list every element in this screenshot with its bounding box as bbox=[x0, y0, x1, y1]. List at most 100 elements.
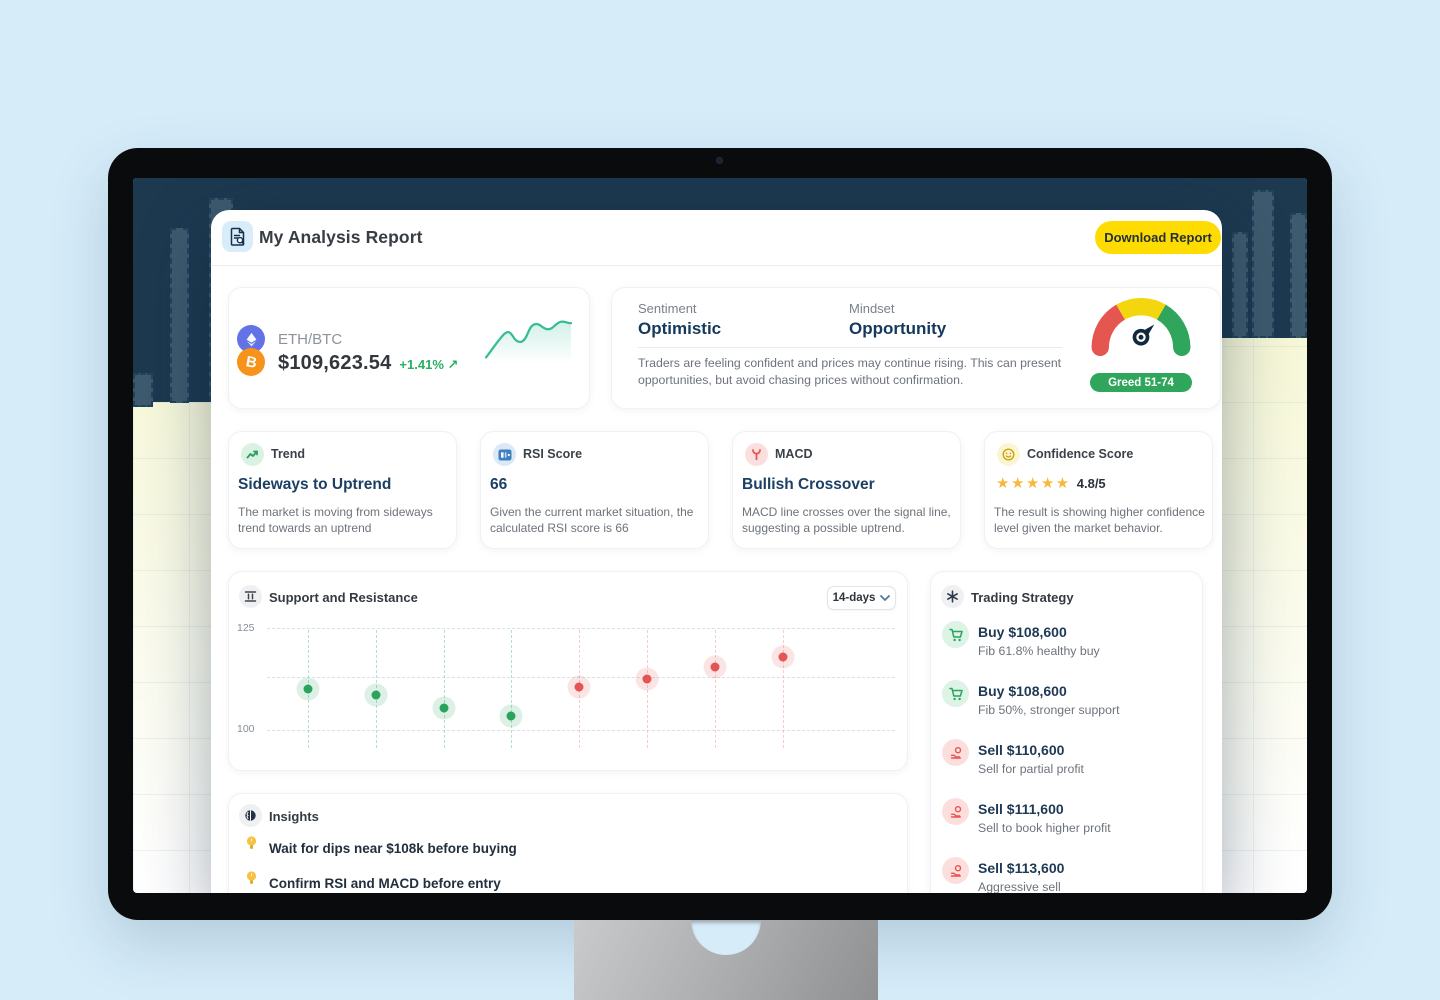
strategy-item-subtitle: Sell to book higher profit bbox=[978, 821, 1111, 835]
chart-point-support bbox=[371, 690, 381, 700]
trend-line-icon bbox=[241, 443, 264, 466]
background-bar bbox=[133, 373, 153, 407]
chart-point-support bbox=[506, 711, 516, 721]
gridline bbox=[267, 628, 895, 629]
chart-guide-line bbox=[443, 630, 445, 748]
sentiment-value: Optimistic bbox=[638, 319, 722, 338]
sell-icon bbox=[942, 798, 969, 825]
btc-icon: B bbox=[237, 348, 265, 376]
price-sparkline bbox=[484, 320, 573, 364]
download-report-button[interactable]: Download Report bbox=[1095, 221, 1221, 254]
rsi-card: RSI Score 66 Given the current market si… bbox=[480, 431, 709, 549]
y-tick-label: 100 bbox=[237, 723, 255, 735]
webcam-icon bbox=[716, 157, 723, 164]
metric-description: Given the current market situation, the … bbox=[490, 505, 694, 535]
pair-price-card: B ETH/BTC $109,623.54 +1.41% ↗ bbox=[228, 287, 590, 409]
confidence-card: Confidence Score ★★★★★ 4.8/5 The result i… bbox=[984, 431, 1213, 549]
strategy-item-title: Buy $108,600 bbox=[978, 683, 1067, 699]
chart-point-resistance bbox=[778, 652, 788, 662]
sentiment-gauge bbox=[1088, 296, 1194, 361]
sell-icon bbox=[942, 739, 969, 766]
chart-point-resistance bbox=[642, 674, 652, 684]
brain-icon bbox=[239, 804, 262, 827]
y-tick-label: 125 bbox=[237, 622, 255, 634]
page-title: My Analysis Report bbox=[259, 227, 423, 247]
smiley-icon bbox=[997, 443, 1020, 466]
report-doc-icon bbox=[222, 221, 253, 252]
monitor-stand bbox=[574, 920, 878, 1000]
support-resistance-card: Support and Resistance 14-days 125 100 bbox=[228, 571, 908, 771]
sentiment-description: Traders are feeling confident and prices… bbox=[638, 356, 1062, 387]
metric-description: MACD line crosses over the signal line, … bbox=[742, 505, 951, 535]
chart-title: Support and Resistance bbox=[269, 590, 418, 605]
modal-header: My Analysis Report Download Report bbox=[211, 210, 1222, 266]
strategy-item-title: Sell $111,600 bbox=[978, 801, 1064, 817]
chart-point-resistance bbox=[574, 682, 584, 692]
metric-label: Confidence Score bbox=[1027, 447, 1134, 461]
confidence-score: 4.8/5 bbox=[1076, 475, 1106, 491]
strategy-item-title: Buy $108,600 bbox=[978, 624, 1067, 640]
sentiment-label: Sentiment bbox=[638, 301, 697, 316]
mindset-value: Opportunity bbox=[849, 319, 947, 338]
sell-icon bbox=[942, 857, 969, 884]
chevron-down-icon bbox=[880, 595, 891, 601]
analysis-report-modal: My Analysis Report Download Report B ETH… bbox=[211, 210, 1222, 893]
trading-strategy-card: Trading Strategy Buy $108,600 Fib 61.8% … bbox=[930, 571, 1203, 893]
lightbulb-icon bbox=[246, 871, 257, 884]
cart-icon bbox=[942, 621, 969, 648]
metric-value: Sideways to Uptrend bbox=[238, 476, 392, 493]
greed-badge: Greed 51-74 bbox=[1090, 373, 1192, 392]
strategy-item-title: Sell $113,600 bbox=[978, 860, 1065, 876]
star-rating-icons: ★★★★★ bbox=[996, 475, 1071, 492]
price-value: $109,623.54 bbox=[278, 352, 392, 374]
metric-value: 66 bbox=[490, 476, 508, 493]
strategy-item-subtitle: Fib 50%, stronger support bbox=[978, 703, 1120, 717]
chart-point-support bbox=[439, 703, 449, 713]
monitor-frame: My Analysis Report Download Report B ETH… bbox=[108, 148, 1332, 920]
strategy-icon bbox=[941, 585, 964, 608]
stand-notch bbox=[691, 920, 761, 955]
trend-card: Trend Sideways to Uptrend The market is … bbox=[228, 431, 457, 549]
strategy-item-title: Sell $110,600 bbox=[978, 742, 1065, 758]
background-bar bbox=[170, 228, 189, 403]
background-bar bbox=[1232, 232, 1248, 338]
divider bbox=[638, 347, 1062, 348]
macd-card: MACD Bullish Crossover MACD line crosses… bbox=[732, 431, 961, 549]
desktop-screen: My Analysis Report Download Report B ETH… bbox=[133, 178, 1307, 893]
cart-icon bbox=[942, 680, 969, 707]
metric-description: The market is moving from sideways trend… bbox=[238, 505, 433, 535]
lightbulb-icon bbox=[246, 836, 257, 849]
chart-guide-line bbox=[375, 630, 377, 748]
insights-card: Insights Wait for dips near $108k before… bbox=[228, 793, 908, 893]
background-bar bbox=[1290, 213, 1307, 338]
insights-title: Insights bbox=[269, 809, 319, 824]
chart-guide-line bbox=[714, 630, 716, 748]
background-bar bbox=[1252, 190, 1274, 338]
chart-guide-line bbox=[647, 630, 648, 748]
metric-description: The result is showing higher confidence … bbox=[994, 505, 1205, 535]
insight-item: Wait for dips near $108k before buying bbox=[269, 841, 517, 856]
metric-label: MACD bbox=[775, 447, 813, 461]
metric-label: Trend bbox=[271, 447, 306, 461]
price-change: +1.41% bbox=[399, 357, 444, 372]
gauge-needle-icon bbox=[1132, 324, 1155, 346]
sentiment-card: Sentiment Optimistic Mindset Opportunity… bbox=[611, 287, 1221, 409]
gridline bbox=[267, 730, 895, 731]
chart-guide-line bbox=[782, 630, 784, 748]
metric-value: Bullish Crossover bbox=[742, 476, 875, 493]
rsi-meter-icon bbox=[493, 443, 516, 466]
mindset-label: Mindset bbox=[849, 301, 895, 316]
strategy-item-subtitle: Sell for partial profit bbox=[978, 762, 1084, 776]
gridline bbox=[267, 677, 895, 678]
strategy-item-subtitle: Aggressive sell bbox=[978, 880, 1061, 893]
chart-guide-line bbox=[511, 630, 513, 748]
pair-label: ETH/BTC bbox=[278, 331, 343, 348]
insight-item: Confirm RSI and MACD before entry bbox=[269, 876, 501, 891]
strategy-item-subtitle: Fib 61.8% healthy buy bbox=[978, 644, 1100, 658]
chart-point-support bbox=[303, 684, 313, 694]
sr-plot: 125 100 bbox=[229, 572, 907, 770]
range-dropdown[interactable]: 14-days bbox=[827, 586, 896, 610]
support-resistance-icon bbox=[239, 585, 262, 608]
chart-point-resistance bbox=[710, 662, 720, 672]
